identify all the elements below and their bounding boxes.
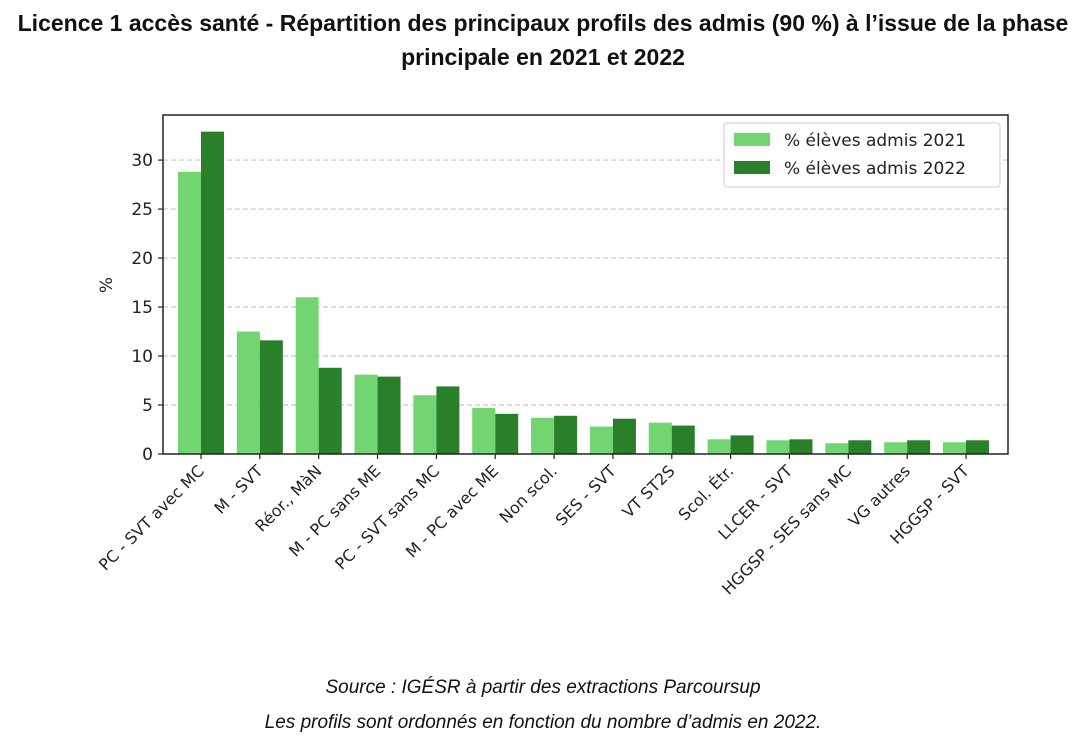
bar-2022 [436, 386, 460, 454]
bar-2022 [201, 131, 224, 454]
legend-label: % élèves admis 2021 [784, 131, 966, 151]
legend [723, 122, 1001, 188]
bar-2022 [495, 413, 519, 454]
bar-2022 [671, 425, 695, 454]
bar-2021 [648, 422, 672, 454]
bar-2021 [178, 171, 201, 454]
legend-label: % élèves admis 2022 [784, 159, 966, 179]
bar-2022 [612, 418, 636, 454]
x-tick-label: SES - SVT [552, 461, 620, 529]
plot-frame [162, 114, 1009, 455]
bar-2022 [730, 435, 754, 454]
bar-2021 [825, 443, 849, 454]
x-tick-label: M - SVT [210, 461, 266, 517]
bar-2022 [907, 440, 931, 454]
bar-2022 [377, 376, 401, 454]
y-tick-label: 25 [131, 200, 153, 220]
y-axis-label: % [97, 277, 117, 293]
x-tick-label: PC - SVT sans MC [331, 461, 443, 573]
bar-2021 [707, 439, 731, 454]
bar-2022 [789, 439, 813, 454]
bar-2022 [554, 415, 578, 454]
bar-2022 [259, 340, 283, 454]
y-tick-label: 5 [142, 396, 153, 416]
source-note: Source : IGÉSR à partir des extractions … [325, 677, 761, 698]
legend-swatch [734, 133, 770, 146]
bar-2021 [354, 374, 378, 454]
bar-2022 [318, 367, 342, 454]
bar-2022 [966, 440, 989, 454]
bar-2021 [472, 407, 496, 454]
chart-title: Licence 1 accès santé - Répartition des … [17, 10, 1069, 70]
bar-2022 [848, 440, 872, 454]
bar-2021 [766, 440, 790, 454]
y-tick-label: 10 [131, 347, 153, 367]
bar-2021 [295, 297, 319, 454]
bar-2021 [943, 442, 966, 454]
y-tick-label: 20 [131, 249, 153, 269]
bar-2021 [589, 426, 613, 454]
bar-2021 [236, 331, 260, 454]
bar-2021 [531, 417, 555, 454]
x-tick-label: VT ST2S [618, 461, 678, 521]
x-tick-label: Non scol. [496, 461, 561, 526]
ordering-note: Les profils sont ordonnés en fonction du… [264, 712, 822, 733]
bar-2021 [884, 442, 908, 454]
legend-swatch [734, 161, 770, 174]
y-tick-label: 15 [131, 298, 153, 318]
y-tick-label: 0 [142, 445, 153, 465]
bar-2021 [413, 395, 437, 454]
y-tick-label: 30 [131, 151, 153, 171]
x-tick-label: PC - SVT avec MC [95, 461, 208, 574]
